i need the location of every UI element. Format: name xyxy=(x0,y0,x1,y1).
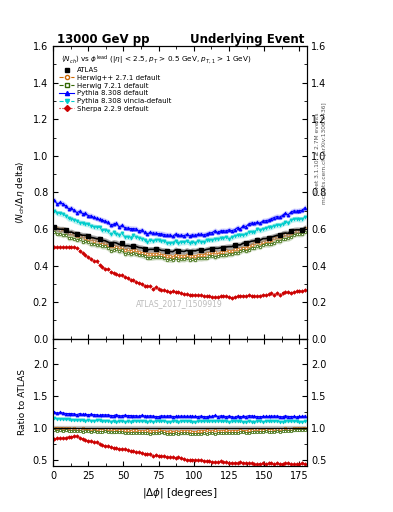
Y-axis label: $\langle N_\mathrm{ch}/\Delta\eta\ \mathrm{delta}\rangle$: $\langle N_\mathrm{ch}/\Delta\eta\ \math… xyxy=(14,161,27,224)
Text: 13000 GeV pp: 13000 GeV pp xyxy=(57,33,149,46)
Text: $\langle N_{ch}\rangle$ vs $\phi^{\rm lead}$ ($|\eta|$ < 2.5, $p_T$ > 0.5 GeV, $: $\langle N_{ch}\rangle$ vs $\phi^{\rm le… xyxy=(61,53,251,67)
Text: Underlying Event: Underlying Event xyxy=(190,33,305,46)
Text: Rivet 3.1.10, ≥ 2.7M events: Rivet 3.1.10, ≥ 2.7M events xyxy=(314,112,320,195)
Legend: ATLAS, Herwig++ 2.7.1 default, Herwig 7.2.1 default, Pythia 8.308 default, Pythi: ATLAS, Herwig++ 2.7.1 default, Herwig 7.… xyxy=(59,67,171,112)
Y-axis label: Ratio to ATLAS: Ratio to ATLAS xyxy=(18,369,27,435)
Text: ATLAS_2017_I1509919: ATLAS_2017_I1509919 xyxy=(136,299,223,308)
X-axis label: $|\Delta\phi|$ [degrees]: $|\Delta\phi|$ [degrees] xyxy=(142,486,218,500)
Text: mcplots.cern.ch [arXiv:1306.3436]: mcplots.cern.ch [arXiv:1306.3436] xyxy=(322,103,327,204)
